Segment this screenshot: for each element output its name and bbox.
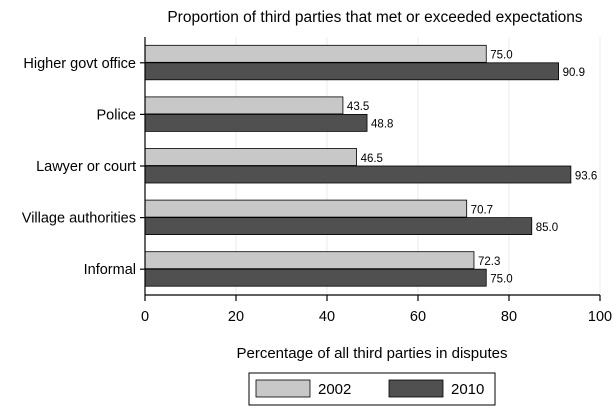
bar-2010-3 (144, 217, 533, 236)
category-labels: Higher govt office Police Lawyer or court V… (22, 56, 145, 278)
bar-2002-3 (144, 199, 468, 218)
category-label: Informal (84, 262, 136, 278)
x-ticks: 0 20 40 60 80 100 (141, 295, 612, 325)
bar-2010-0 (144, 62, 559, 81)
bar-value-label: 72.3 (478, 256, 500, 268)
legend-swatch-2010 (388, 379, 444, 398)
bar-value-label: 48.8 (371, 119, 393, 131)
category-label: Higher govt office (23, 56, 136, 72)
bar-2002-2 (144, 148, 357, 166)
bar-2002-1 (144, 96, 344, 115)
x-tick-label: 20 (228, 309, 244, 325)
bar-2010-4 (144, 268, 487, 287)
x-tick-label: 100 (588, 309, 612, 325)
x-tick-label: 0 (141, 309, 149, 325)
legend-box (248, 372, 496, 406)
bar-2010-2 (144, 165, 572, 184)
bar-2010-1 (144, 114, 368, 132)
legend-swatch-2002 (255, 379, 311, 398)
legend-label: 2010 (451, 381, 484, 398)
bar-value-label: 46.5 (361, 153, 383, 165)
bars-group: 75.0 90.9 43.548.8 46.5 93.6 70.7 85.0 72.3 75.0 (144, 44, 597, 287)
x-tick-label: 40 (319, 309, 335, 325)
category-label: Police (97, 107, 137, 123)
category-label: Village authorities (22, 211, 136, 227)
category-label: Lawyer or court (36, 159, 136, 175)
x-tick-label: 60 (410, 309, 426, 325)
bar-value-label: 75.0 (490, 273, 512, 285)
bar-value-label: 43.5 (347, 101, 369, 113)
bar-value-label: 75.0 (490, 50, 512, 62)
bar-2002-0 (144, 44, 487, 63)
legend: 2002 2010 (248, 372, 496, 406)
legend-label: 2002 (318, 381, 351, 398)
x-axis-label: Percentage of all third parties in dispu… (237, 345, 508, 362)
bar-value-label: 70.7 (471, 204, 493, 216)
chart-title: Proportion of third parties that met or … (167, 9, 583, 26)
bar-value-label: 93.6 (575, 170, 597, 182)
bar-value-label: 90.9 (563, 67, 585, 79)
bar-2002-4 (144, 251, 475, 270)
x-tick-label: 80 (501, 309, 517, 325)
bar-value-label: 85.0 (536, 222, 558, 234)
